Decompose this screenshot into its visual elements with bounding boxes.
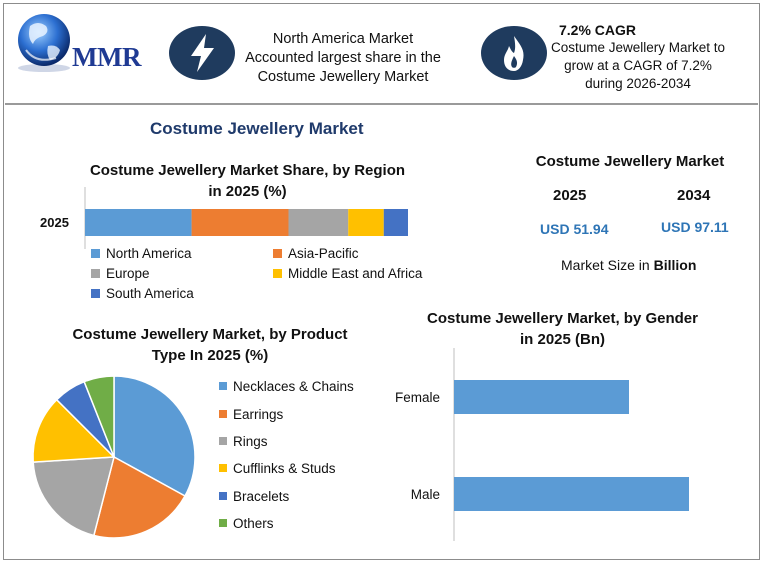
gender-bar (454, 477, 689, 511)
value-2034: USD 97.11 (661, 219, 729, 235)
region-legend-swatch (91, 249, 100, 258)
region-bar-segment (348, 209, 384, 236)
pie-legend-label: Necklaces & Chains (233, 379, 354, 394)
highlight-text: North America Market Accounted largest s… (245, 31, 441, 85)
pie-legend-label: Others (233, 516, 274, 531)
main-title: Costume Jewellery Market (150, 119, 364, 138)
pie-slice (113, 375, 196, 498)
globe-icon (18, 14, 70, 72)
lightning-icon (191, 34, 214, 72)
pie-slice (32, 456, 115, 537)
pie-legend-swatch (219, 382, 227, 390)
pie-legend-swatch (219, 464, 227, 472)
region-legend-swatch (91, 269, 100, 278)
region-legend-label: Asia-Pacific (288, 246, 359, 261)
pie-legend-swatch (219, 519, 227, 527)
cagr-text: 7.2% CAGR Costume Jewellery Market to gr… (543, 21, 733, 93)
pie-legend-label: Earrings (233, 407, 284, 422)
value-2025: USD 51.94 (540, 221, 609, 237)
pie-slice (83, 375, 115, 458)
region-legend-label: Middle East and Africa (288, 266, 423, 281)
product-chart-title: Costume Jewellery Market, by Product Typ… (72, 326, 348, 364)
cagr-badge (481, 26, 547, 80)
pie-slice (92, 455, 186, 539)
region-legend-swatch (273, 249, 282, 258)
year-2025-label: 2025 (553, 187, 587, 204)
gender-chart-title: Costume Jewellery Market, by Gender in 2… (427, 310, 698, 348)
region-legend-label: North America (106, 246, 192, 261)
infographic-frame (3, 3, 760, 560)
pie-legend-label: Rings (233, 434, 268, 449)
region-legend-swatch (91, 289, 100, 298)
market-size-note: Market Size in Billion (561, 257, 697, 273)
mmr-logo: MMR (8, 8, 158, 80)
region-legend-label: South America (106, 286, 194, 301)
gender-bar (454, 380, 629, 414)
cagr-title: 7.2% CAGR (559, 22, 637, 38)
pie-legend-label: Cufflinks & Studs (233, 461, 336, 476)
region-legend-label: Europe (106, 266, 150, 281)
region-bar-segment (383, 209, 408, 236)
pie-legend-swatch (219, 410, 227, 418)
region-bar-segment (85, 209, 192, 236)
region-bar-segment (288, 209, 349, 236)
pie-legend-label: Bracelets (233, 489, 290, 504)
gender-category-label: Female (395, 390, 440, 405)
gender-category-label: Male (411, 487, 440, 502)
region-legend-swatch (273, 269, 282, 278)
flame-icon (504, 36, 524, 71)
header-divider (5, 103, 758, 105)
pie-legend-swatch (219, 492, 227, 500)
region-bar-category-label: 2025 (40, 215, 69, 230)
market-size-title: Costume Jewellery Market (535, 153, 725, 170)
pie-slice (32, 398, 116, 463)
region-chart-title: Costume Jewellery Market Share, by Regio… (89, 162, 406, 200)
pie-legend-swatch (219, 437, 227, 445)
region-bar-segment (191, 209, 289, 236)
highlight-badge (169, 26, 235, 80)
logo-text: MMR (72, 42, 141, 72)
year-2034-label: 2034 (677, 187, 711, 204)
